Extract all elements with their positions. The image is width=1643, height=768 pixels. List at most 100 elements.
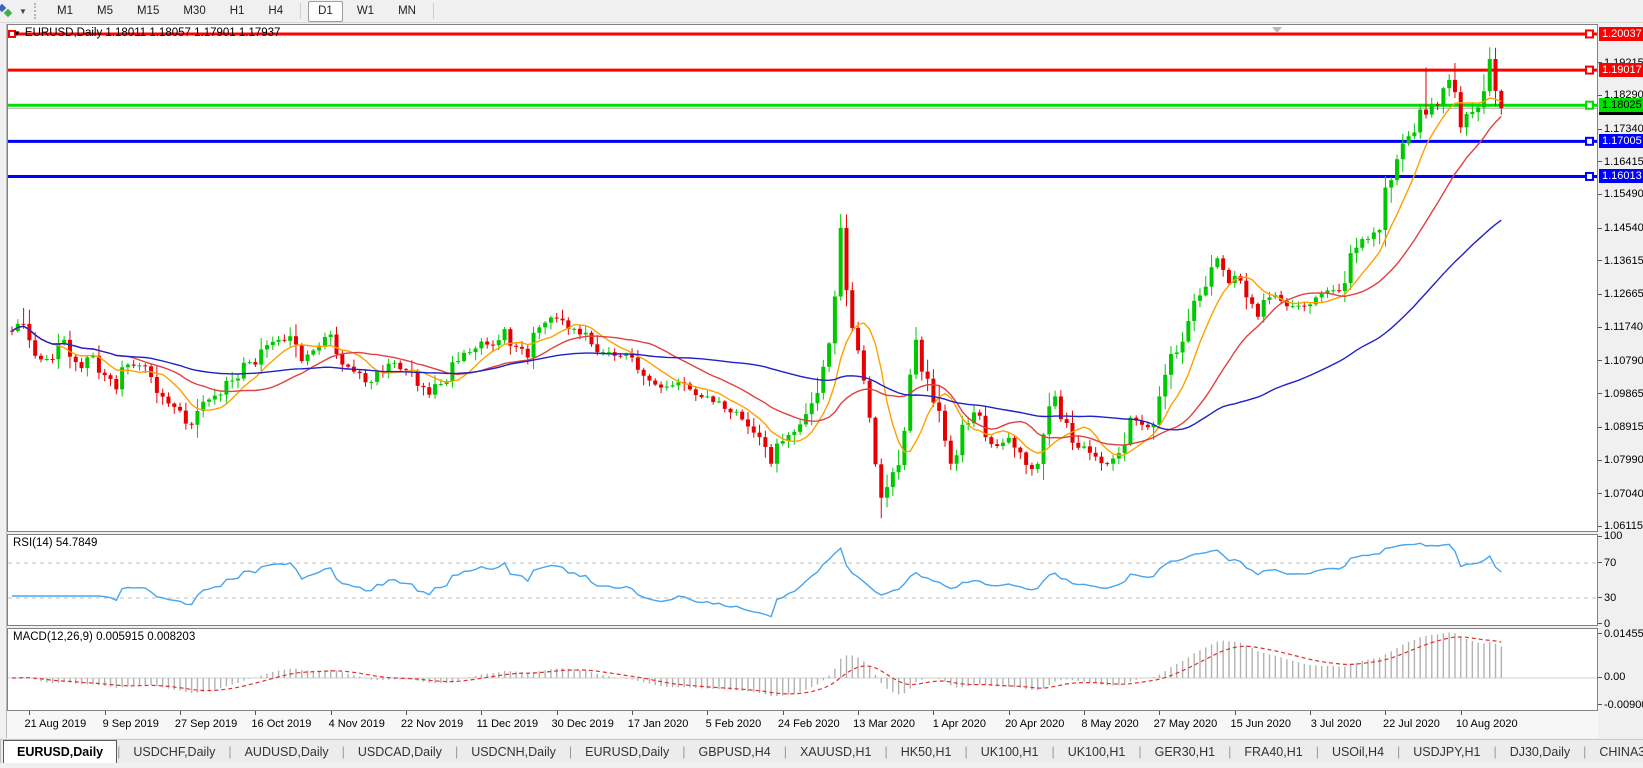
chart-tab-xauusd-h1[interactable]: XAUUSD,H1: [799, 744, 872, 759]
macd-indicator-panel[interactable]: MACD(12,26,9) 0.005915 0.008203: [7, 628, 1598, 711]
chart-tab-eurusd-daily[interactable]: EURUSD,Daily: [3, 740, 118, 763]
timeframe-button-d1[interactable]: D1: [308, 0, 343, 22]
chart-tab-usoil-h4[interactable]: USOil,H4: [1331, 744, 1385, 759]
chart-tab-ger30-h1[interactable]: GER30,H1: [1154, 744, 1216, 759]
timeframe-button-mn[interactable]: MN: [398, 4, 416, 17]
price-tick-label: 1.06115: [1598, 520, 1643, 533]
chart-objects-icon[interactable]: [0, 2, 16, 20]
date-label: 27 Sep 2019: [174, 718, 238, 730]
moving-average-line-55: [11, 219, 1502, 431]
tick-mark: [1598, 128, 1602, 130]
date-label: 10 Aug 2020: [1455, 718, 1518, 730]
hline-price-badge: 1.19017: [1599, 63, 1643, 78]
tick-mark: [1598, 677, 1602, 679]
tab-separator: |: [884, 744, 888, 759]
tab-separator: |: [1583, 744, 1587, 759]
tick-mark: [1598, 393, 1602, 395]
price-tick-label: 1.09865: [1598, 388, 1643, 401]
tick-mark: [1598, 260, 1602, 262]
macd-tick-label: 0.00: [1598, 671, 1625, 684]
candles[interactable]: [10, 47, 1504, 519]
chart-tab-usdchf-daily[interactable]: USDCHF,Daily: [133, 744, 216, 759]
toolbar-grip[interactable]: [34, 3, 41, 19]
macd-plot[interactable]: [8, 629, 1597, 710]
tab-separator: |: [117, 744, 121, 759]
timeframe-button-m1[interactable]: M1: [57, 4, 73, 17]
price-chart-panel[interactable]: ▼ EURUSD,Daily 1.18011 1.18057 1.17901 1…: [7, 24, 1598, 532]
candlestick-chart[interactable]: [8, 25, 1597, 531]
chart-tab-uk100-h1[interactable]: UK100,H1: [980, 744, 1039, 759]
date-label: 9 Sep 2019: [102, 718, 159, 730]
tick-mark: [1598, 526, 1602, 528]
date-label: 22 Jul 2020: [1382, 718, 1440, 730]
date-label: 21 Aug 2019: [24, 718, 87, 730]
scroll-to-end-marker-icon[interactable]: [1272, 27, 1282, 33]
chart-tab-fra40-h1[interactable]: FRA40,H1: [1244, 744, 1303, 759]
rsi-tick-label: 30: [1598, 592, 1616, 605]
tick-mark: [1598, 194, 1602, 196]
timeframe-button-h4[interactable]: H4: [268, 4, 284, 17]
chart-tab-dj30-daily[interactable]: DJ30,Daily: [1509, 744, 1571, 759]
chart-tab-eurusd-daily[interactable]: EURUSD,Daily: [585, 744, 670, 759]
rsi-label: RSI(14) 54.7849: [13, 537, 98, 549]
date-tick-mark: [933, 711, 935, 715]
tab-separator: |: [568, 744, 573, 759]
timeframe-button-m30[interactable]: M30: [183, 4, 206, 17]
date-label: 1 Apr 2020: [932, 718, 986, 730]
date-tick-mark: [255, 711, 257, 715]
macd-histogram: [17, 632, 1503, 697]
price-tick-label: 1.10790: [1598, 355, 1643, 368]
chart-tab-uk100-h1[interactable]: UK100,H1: [1067, 744, 1126, 759]
date-label: 16 Oct 2019: [251, 718, 312, 730]
price-tick-label: 1.08915: [1598, 421, 1643, 434]
date-axis[interactable]: 21 Aug 2019 9 Sep 2019 27 Sep 2019 16 Oct 2…: [7, 711, 1598, 738]
rsi-plot[interactable]: [8, 535, 1597, 625]
tab-separator: |: [341, 744, 345, 759]
chart-title: ▼ EURUSD,Daily 1.18011 1.18057 1.17901 1…: [13, 27, 280, 39]
chart-tab-audusd-daily[interactable]: AUDUSD,Daily: [244, 744, 329, 759]
tick-mark: [1598, 535, 1602, 537]
date-tick-mark: [632, 711, 634, 715]
chart-tab-hk50-h1[interactable]: HK50,H1: [900, 744, 952, 759]
rsi-tick-label: 70: [1598, 557, 1616, 570]
chart-tab-usdjpy-h1[interactable]: USDJPY,H1: [1413, 744, 1481, 759]
date-label: 15 Jun 2020: [1230, 718, 1292, 730]
hline-price-badge: 1.17005: [1599, 134, 1643, 149]
date-label: 30 Dec 2019: [551, 718, 614, 730]
price-axis[interactable]: 1.192151.182901.173401.164151.154901.145…: [1598, 24, 1643, 738]
date-label: 11 Dec 2019: [476, 718, 539, 730]
date-tick-mark: [858, 711, 860, 715]
tick-mark: [1598, 360, 1602, 362]
date-label: 24 Feb 2020: [777, 718, 840, 730]
macd-signal-line: [11, 636, 1502, 695]
date-tick-mark: [330, 711, 332, 715]
tick-mark: [1598, 562, 1602, 564]
chart-tab-usdcad-daily[interactable]: USDCAD,Daily: [357, 744, 442, 759]
hline-edge-marker: [1585, 29, 1594, 39]
chart-tab-china300-h1[interactable]: CHINA300,H1: [1599, 744, 1643, 759]
date-tick-mark: [1385, 711, 1387, 715]
timeframe-button-w1[interactable]: W1: [356, 4, 375, 17]
tick-mark: [1598, 62, 1602, 64]
timeframe-button-m15[interactable]: M15: [136, 4, 160, 17]
date-label: 17 Jan 2020: [627, 718, 689, 730]
tick-mark: [1598, 459, 1602, 461]
rsi-indicator-panel[interactable]: RSI(14) 54.7849: [7, 534, 1598, 626]
date-label: 27 May 2020: [1153, 718, 1218, 730]
tab-separator: |: [1397, 744, 1401, 759]
symbol-caret-icon[interactable]: ▼: [13, 28, 21, 38]
timeframe-button-h1[interactable]: H1: [229, 4, 245, 17]
tick-mark: [1598, 597, 1602, 599]
toolbar-separator: [300, 3, 302, 19]
timeframe-button-m5[interactable]: M5: [96, 4, 113, 17]
date-tick-mark: [1008, 711, 1010, 715]
date-tick-mark: [782, 711, 784, 715]
hline-edge-marker: [1585, 171, 1594, 181]
chart-tab-usdcnh-daily[interactable]: USDCNH,Daily: [471, 744, 556, 759]
chart-tab-gbpusd-h4[interactable]: GBPUSD,H4: [698, 744, 771, 759]
tick-mark: [1598, 493, 1602, 495]
hline-left-handle: [8, 29, 16, 38]
chevron-down-icon[interactable]: ▼: [19, 6, 27, 16]
hline-edge-marker: [1585, 65, 1594, 75]
